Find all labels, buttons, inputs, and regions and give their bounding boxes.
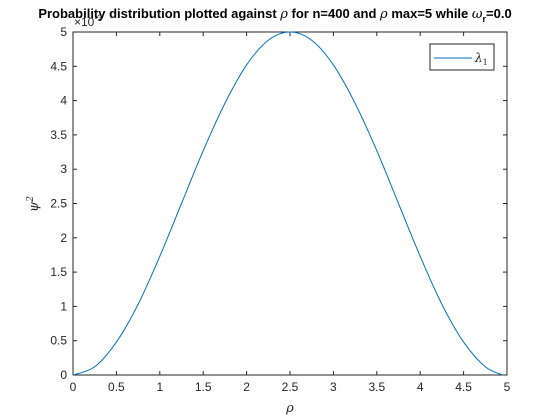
y-tick-label: 4: [60, 94, 67, 108]
y-tick-label: 2: [60, 231, 67, 245]
x-tick-label: 4.5: [455, 380, 472, 394]
y-tick-label: 1.5: [50, 265, 67, 279]
x-tick-label: 0.5: [108, 380, 125, 394]
x-tick-label: 1.5: [195, 380, 212, 394]
x-tick-label: 5: [504, 380, 511, 394]
x-axis-label: ρ: [285, 401, 294, 416]
y-tick-label: 2.5: [50, 197, 67, 211]
y-tick-label: 1: [60, 299, 67, 313]
x-tick-label: 3.5: [368, 380, 385, 394]
plot-area: [73, 32, 507, 375]
y-axis-label: ψ2: [26, 196, 42, 212]
x-tick-label: 0: [70, 380, 77, 394]
y-tick-label: 3: [60, 162, 67, 176]
x-tick-label: 2: [243, 380, 250, 394]
x-tick-label: 3: [330, 380, 337, 394]
x-tick-label: 2.5: [282, 380, 299, 394]
y-exponent-label: ×10-3: [74, 13, 102, 29]
y-tick-label: 0.5: [50, 334, 67, 348]
y-tick-label: 3.5: [50, 128, 67, 142]
x-tick-label: 4: [417, 380, 424, 394]
legend: λ1: [430, 44, 494, 70]
x-tick-label: 1: [156, 380, 163, 394]
y-tick-label: 4.5: [50, 59, 67, 73]
chart-title: Probability distribution plotted against…: [38, 6, 511, 24]
y-tick-label: 0: [60, 368, 67, 382]
y-tick-label: 5: [60, 25, 67, 39]
